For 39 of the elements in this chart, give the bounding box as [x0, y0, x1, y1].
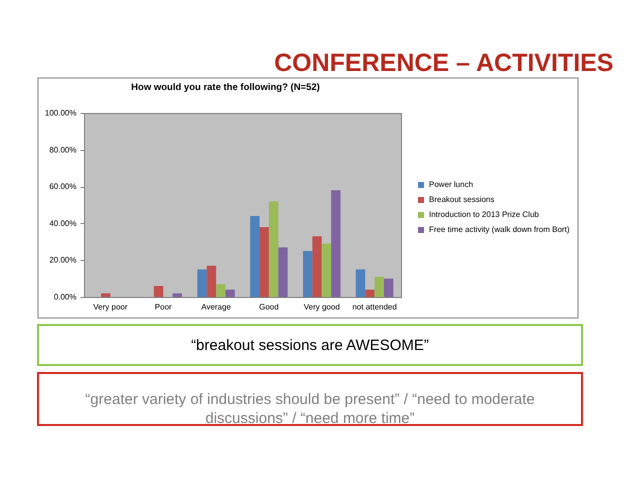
x-tick-label: Poor — [154, 302, 172, 312]
bar — [172, 293, 182, 297]
chart-subtitle: How would you rate the following? (N=52) — [131, 82, 320, 93]
x-tick-label: Very good — [304, 302, 340, 312]
text: “breakout sessions are AWESOME” — [191, 337, 429, 354]
bar — [101, 293, 110, 297]
x-tick-label: Average — [201, 302, 232, 312]
bar — [312, 236, 322, 297]
bar — [225, 290, 235, 297]
chart-title: CONFERENCE – ACTIVITIES — [274, 48, 614, 77]
legend-label: Introduction to 2013 Prize Club — [429, 210, 540, 219]
legend-label: Free time activity (walk down from Bort) — [429, 225, 570, 234]
bar — [216, 284, 226, 297]
bar — [374, 276, 384, 297]
bar — [197, 269, 207, 297]
bar — [268, 201, 278, 297]
bar — [322, 244, 332, 297]
y-tick-label: 40.00% — [49, 218, 76, 228]
legend-label: Power lunch — [429, 180, 474, 189]
bar — [206, 266, 216, 297]
text: “greater variety of industries should be present” / “need to moderate discussions” / “need more time” — [85, 391, 535, 427]
bar — [278, 247, 288, 297]
y-tick-label: 0.00% — [54, 292, 76, 302]
bar — [331, 190, 341, 297]
x-tick-label: Very poor — [93, 302, 128, 312]
bar — [356, 269, 366, 297]
bar — [302, 251, 312, 297]
x-tick-label: Good — [259, 302, 279, 312]
bar — [384, 278, 394, 297]
x-tick-label: not attended — [352, 302, 397, 312]
y-tick-label: 60.00% — [49, 182, 76, 192]
bar — [260, 227, 269, 297]
bar — [250, 216, 260, 297]
y-tick-label: 80.00% — [49, 145, 76, 154]
bar — [154, 286, 164, 297]
y-tick-label: 100.00% — [44, 108, 76, 118]
y-tick-label: 20.00% — [49, 256, 76, 265]
bar — [365, 290, 375, 297]
legend-label: Breakout sessions — [429, 195, 494, 204]
